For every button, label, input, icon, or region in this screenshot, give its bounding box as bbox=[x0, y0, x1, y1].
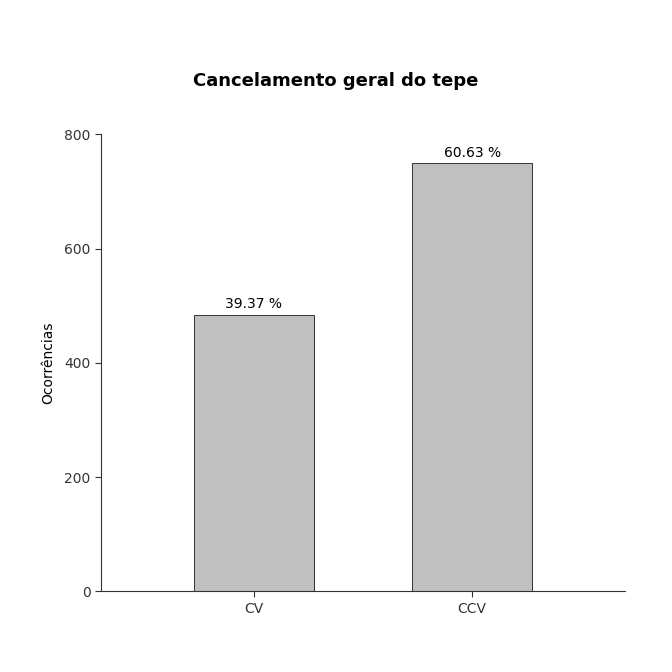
Text: Cancelamento geral do tepe: Cancelamento geral do tepe bbox=[194, 72, 478, 89]
Bar bbox=[194, 315, 314, 591]
Y-axis label: Ocorrências: Ocorrências bbox=[42, 322, 56, 404]
Text: 39.37 %: 39.37 % bbox=[225, 298, 282, 312]
Text: 60.63 %: 60.63 % bbox=[444, 146, 501, 159]
Bar bbox=[412, 163, 532, 591]
